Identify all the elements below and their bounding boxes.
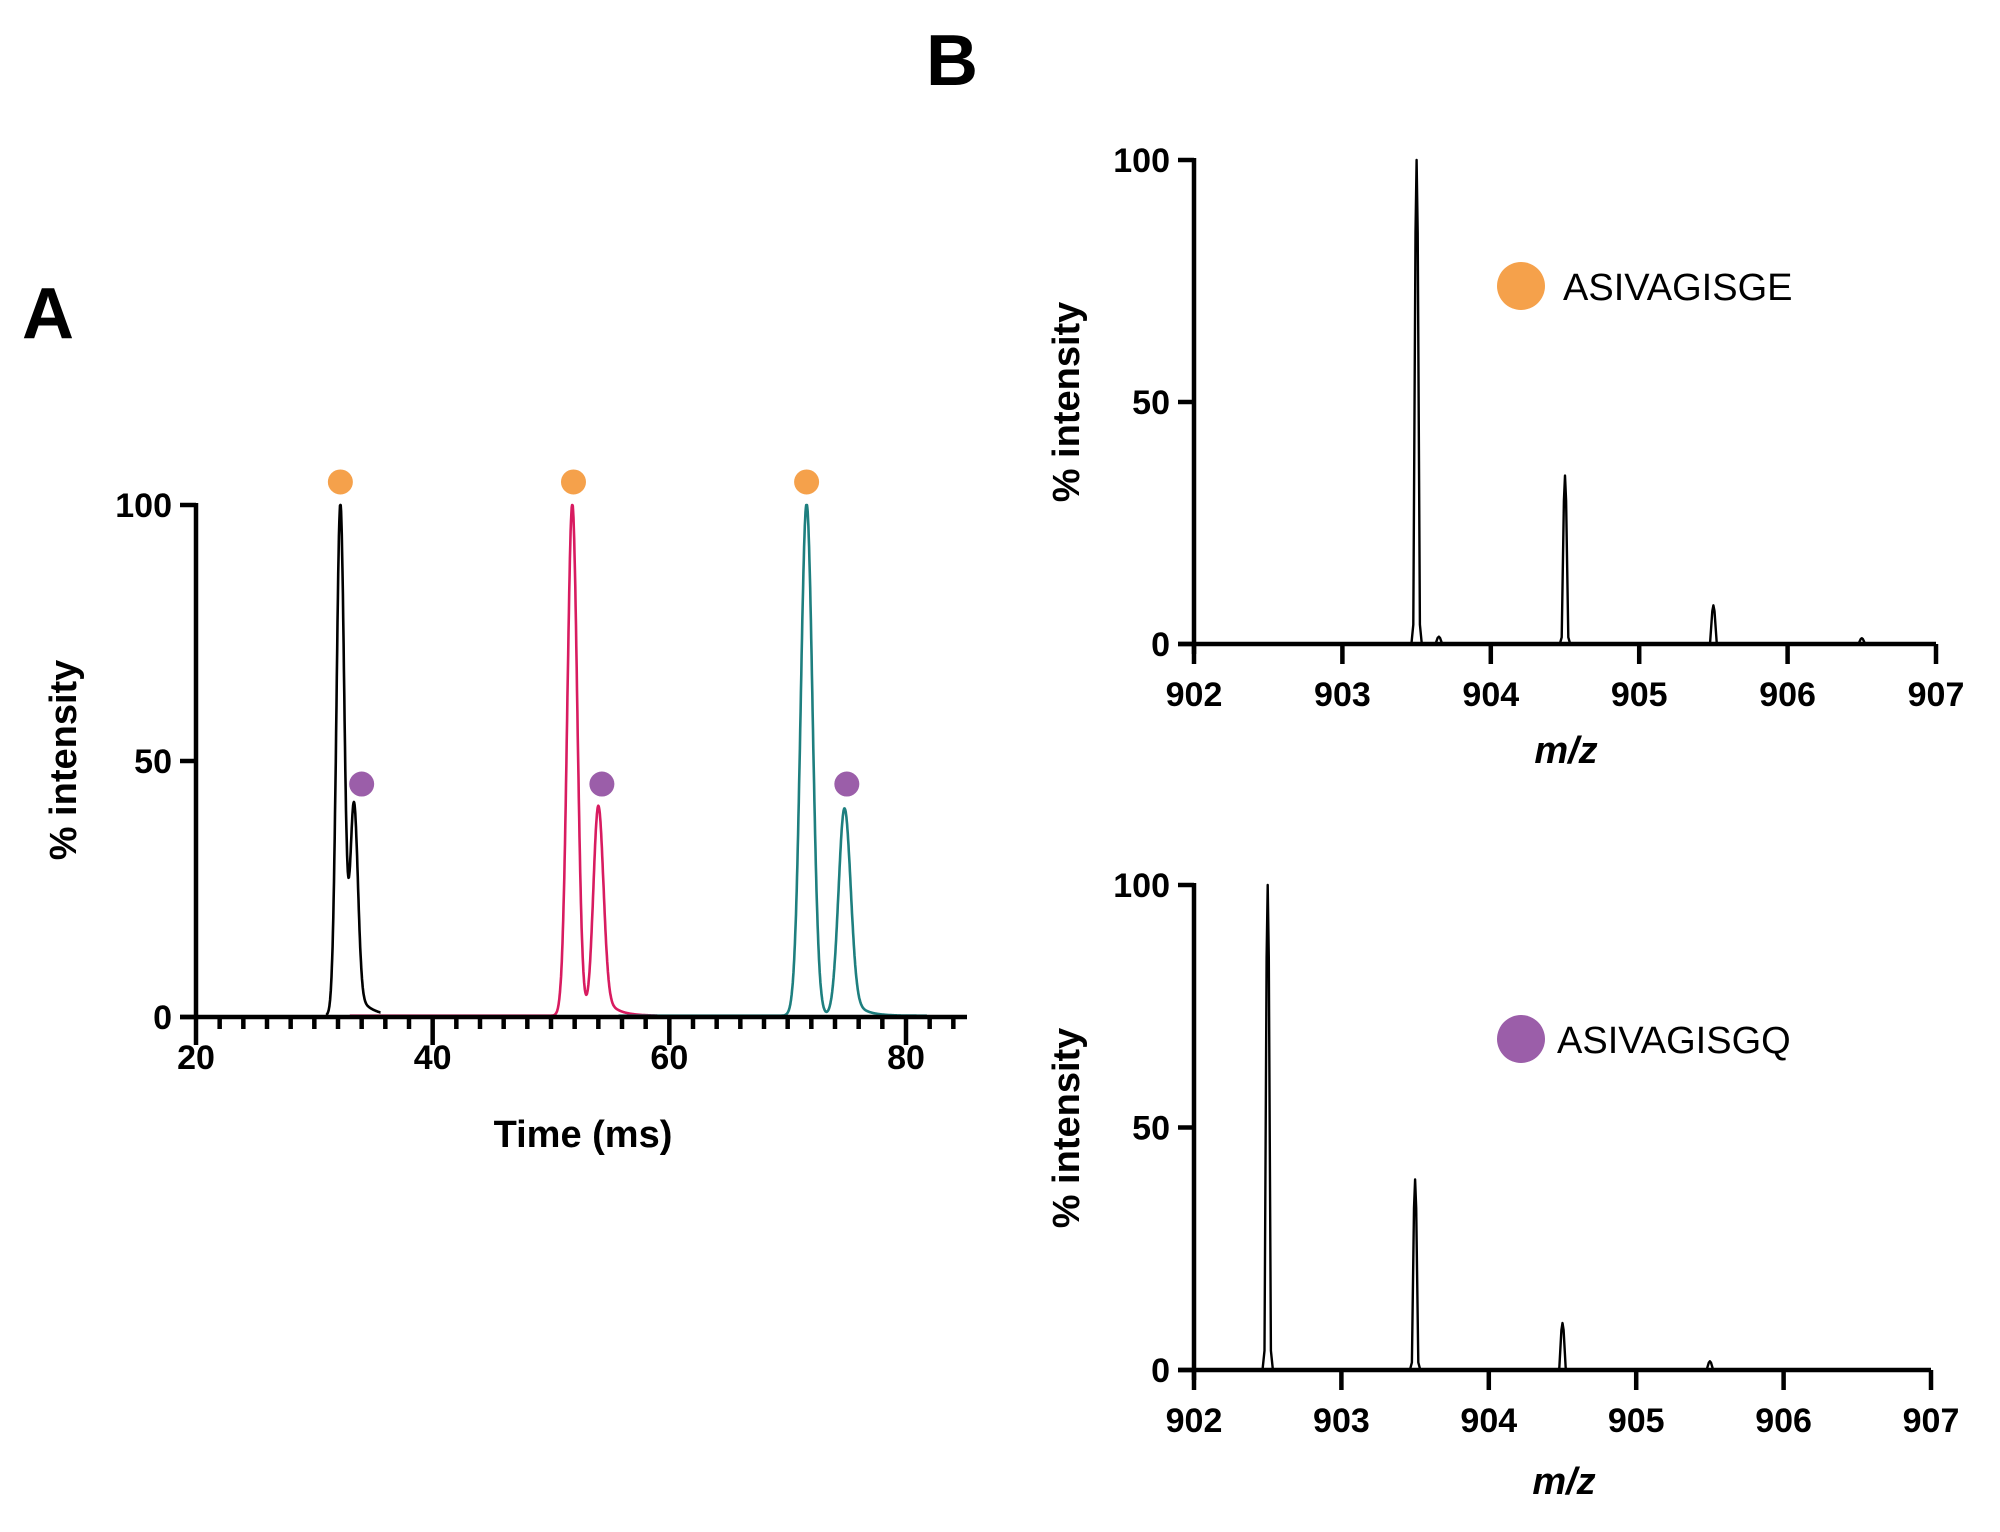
chart-b-bottom-x-tick-label: 902 xyxy=(1166,1402,1223,1440)
chart-b-top-x-tick-label: 907 xyxy=(1908,676,1965,714)
chart-a-x-tick-label: 40 xyxy=(414,1039,452,1077)
chart-b-bottom-x-tick-label: 904 xyxy=(1460,1402,1517,1440)
marker-asivagisgq xyxy=(834,771,860,797)
chart-a-trace-2 xyxy=(348,503,659,1018)
chart-b-top-y-tick-label: 0 xyxy=(1151,626,1170,664)
chart-a-trace-3 xyxy=(617,503,928,1018)
chart-b-bottom-x-tick-label: 905 xyxy=(1608,1402,1665,1440)
chart-a-y-tick-label: 0 xyxy=(153,999,172,1037)
chart-a-x-tick-label: 60 xyxy=(650,1039,688,1077)
chart-a-traces xyxy=(325,469,928,1018)
chart-b-top-x-tick-label: 905 xyxy=(1611,676,1668,714)
chart-b-bottom-y-axis-title: % intensity xyxy=(1046,1028,1088,1229)
chart-b-top-x-tick-label: 902 xyxy=(1166,676,1223,714)
panel-label-b: B xyxy=(926,21,978,101)
chart-b-top-axes: 0 50 100 902 903 904 905 906 907 xyxy=(1113,142,1964,714)
marker-asivagisge xyxy=(327,469,353,495)
chart-a-x-axis-title: Time (ms) xyxy=(494,1114,673,1156)
legend-label-asivagisge: ASIVAGISGE xyxy=(1563,267,1792,309)
chart-b-top-y-axis-title: % intensity xyxy=(1046,302,1088,503)
marker-asivagisge xyxy=(560,469,586,495)
chart-b-bottom-spectrum: 0 50 100 902 903 904 905 906 907 m/z % intensity… xyxy=(1046,867,1959,1503)
marker-asivagisgq xyxy=(589,771,615,797)
chart-b-top-spectrum: 0 50 100 902 903 904 905 906 907 m/z % intensity… xyxy=(1046,142,1964,772)
chart-b-bottom-peak xyxy=(1261,883,1275,1371)
chart-a-x-tick-label: 20 xyxy=(177,1039,215,1077)
chart-a-axes: 0 50 100 20 40 60 80 xyxy=(115,487,967,1077)
chart-b-bottom-x-tick-label: 907 xyxy=(1903,1402,1960,1440)
chart-b-top-x-tick-label: 906 xyxy=(1759,676,1816,714)
chart-b-top-peak xyxy=(1558,474,1572,645)
panel-label-a: A xyxy=(22,274,74,354)
chart-a-x-tick-label: 80 xyxy=(887,1039,925,1077)
chart-a-y-tick-label: 50 xyxy=(134,743,172,781)
chart-b-top-x-tick-label: 904 xyxy=(1462,676,1519,714)
chart-b-bottom-peak xyxy=(1408,1178,1422,1371)
chart-b-top-peak xyxy=(1410,158,1423,645)
chart-b-top-y-tick-label: 50 xyxy=(1132,384,1170,422)
chart-b-bottom-x-tick-label: 903 xyxy=(1313,1402,1370,1440)
marker-asivagisgq xyxy=(349,771,375,797)
chart-b-top-y-tick-label: 100 xyxy=(1113,142,1170,180)
chart-a-trace-1 xyxy=(325,503,382,1017)
chart-b-bottom-y-tick-label: 100 xyxy=(1113,867,1170,905)
chart-b-bottom-peak xyxy=(1556,1321,1569,1371)
chart-b-bottom-y-tick-label: 50 xyxy=(1132,1110,1170,1148)
marker-asivagisge xyxy=(794,469,820,495)
legend-label-asivagisgq: ASIVAGISGQ xyxy=(1557,1020,1791,1062)
chart-b-top-peak xyxy=(1707,604,1720,645)
chart-b-bottom-peaks xyxy=(1261,883,1716,1372)
chart-b-bottom-axes: 0 50 100 902 903 904 905 906 907 xyxy=(1113,867,1959,1440)
chart-b-bottom-x-tick-label: 906 xyxy=(1755,1402,1812,1440)
chart-b-top-x-tick-label: 903 xyxy=(1314,676,1371,714)
chart-b-bottom-x-axis-title: m/z xyxy=(1532,1461,1595,1503)
legend-marker-purple xyxy=(1497,1015,1545,1063)
chart-b-bottom-y-tick-label: 0 xyxy=(1151,1352,1170,1390)
legend-marker-orange xyxy=(1497,262,1545,310)
chart-a-ion-mobility: 0 50 100 20 40 60 80 Time (ms) % intensity xyxy=(43,469,967,1156)
chart-b-top-x-axis-title: m/z xyxy=(1534,730,1597,772)
chart-a-y-axis-title: % intensity xyxy=(43,660,85,861)
chart-a-y-tick-label: 100 xyxy=(115,487,172,525)
chart-b-top-peaks xyxy=(1410,158,1868,646)
